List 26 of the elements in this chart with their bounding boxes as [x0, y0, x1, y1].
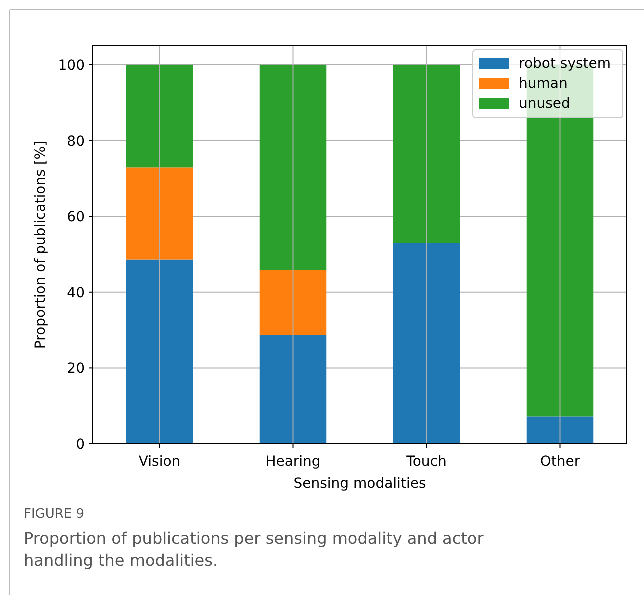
y-tick-label: 0: [76, 437, 85, 453]
legend-label: unused: [519, 96, 570, 112]
bar: [260, 270, 327, 336]
bar: [526, 416, 594, 444]
x-tick-label: Vision: [138, 454, 181, 470]
bar: [393, 64, 460, 244]
y-tick-label: 40: [67, 285, 85, 302]
y-tick-label: 60: [67, 210, 85, 226]
x-tick-label: Hearing: [266, 454, 321, 470]
bar: [126, 168, 194, 260]
y-axis-title: Proportion of publications [%]: [33, 140, 49, 350]
caption: FIGURE 9: [24, 507, 85, 522]
x-tick-label: Touch: [406, 454, 447, 470]
legend-label: robot system: [519, 56, 612, 72]
y-tick-label: 80: [67, 134, 85, 150]
x-axis-title: Sensing modalities: [294, 476, 426, 492]
y-tick-label: 100: [58, 58, 85, 74]
y-tick-label: 20: [67, 361, 85, 378]
bar: [126, 64, 194, 168]
bar: [393, 243, 460, 444]
bar: [126, 260, 194, 444]
legend-label: human: [519, 76, 568, 92]
bar: [260, 64, 327, 270]
x-tick-label: Other: [540, 454, 580, 470]
bar: [260, 335, 327, 444]
text: Proportion of publications per sensing modality and actor handling the modalities.: [24, 529, 484, 570]
